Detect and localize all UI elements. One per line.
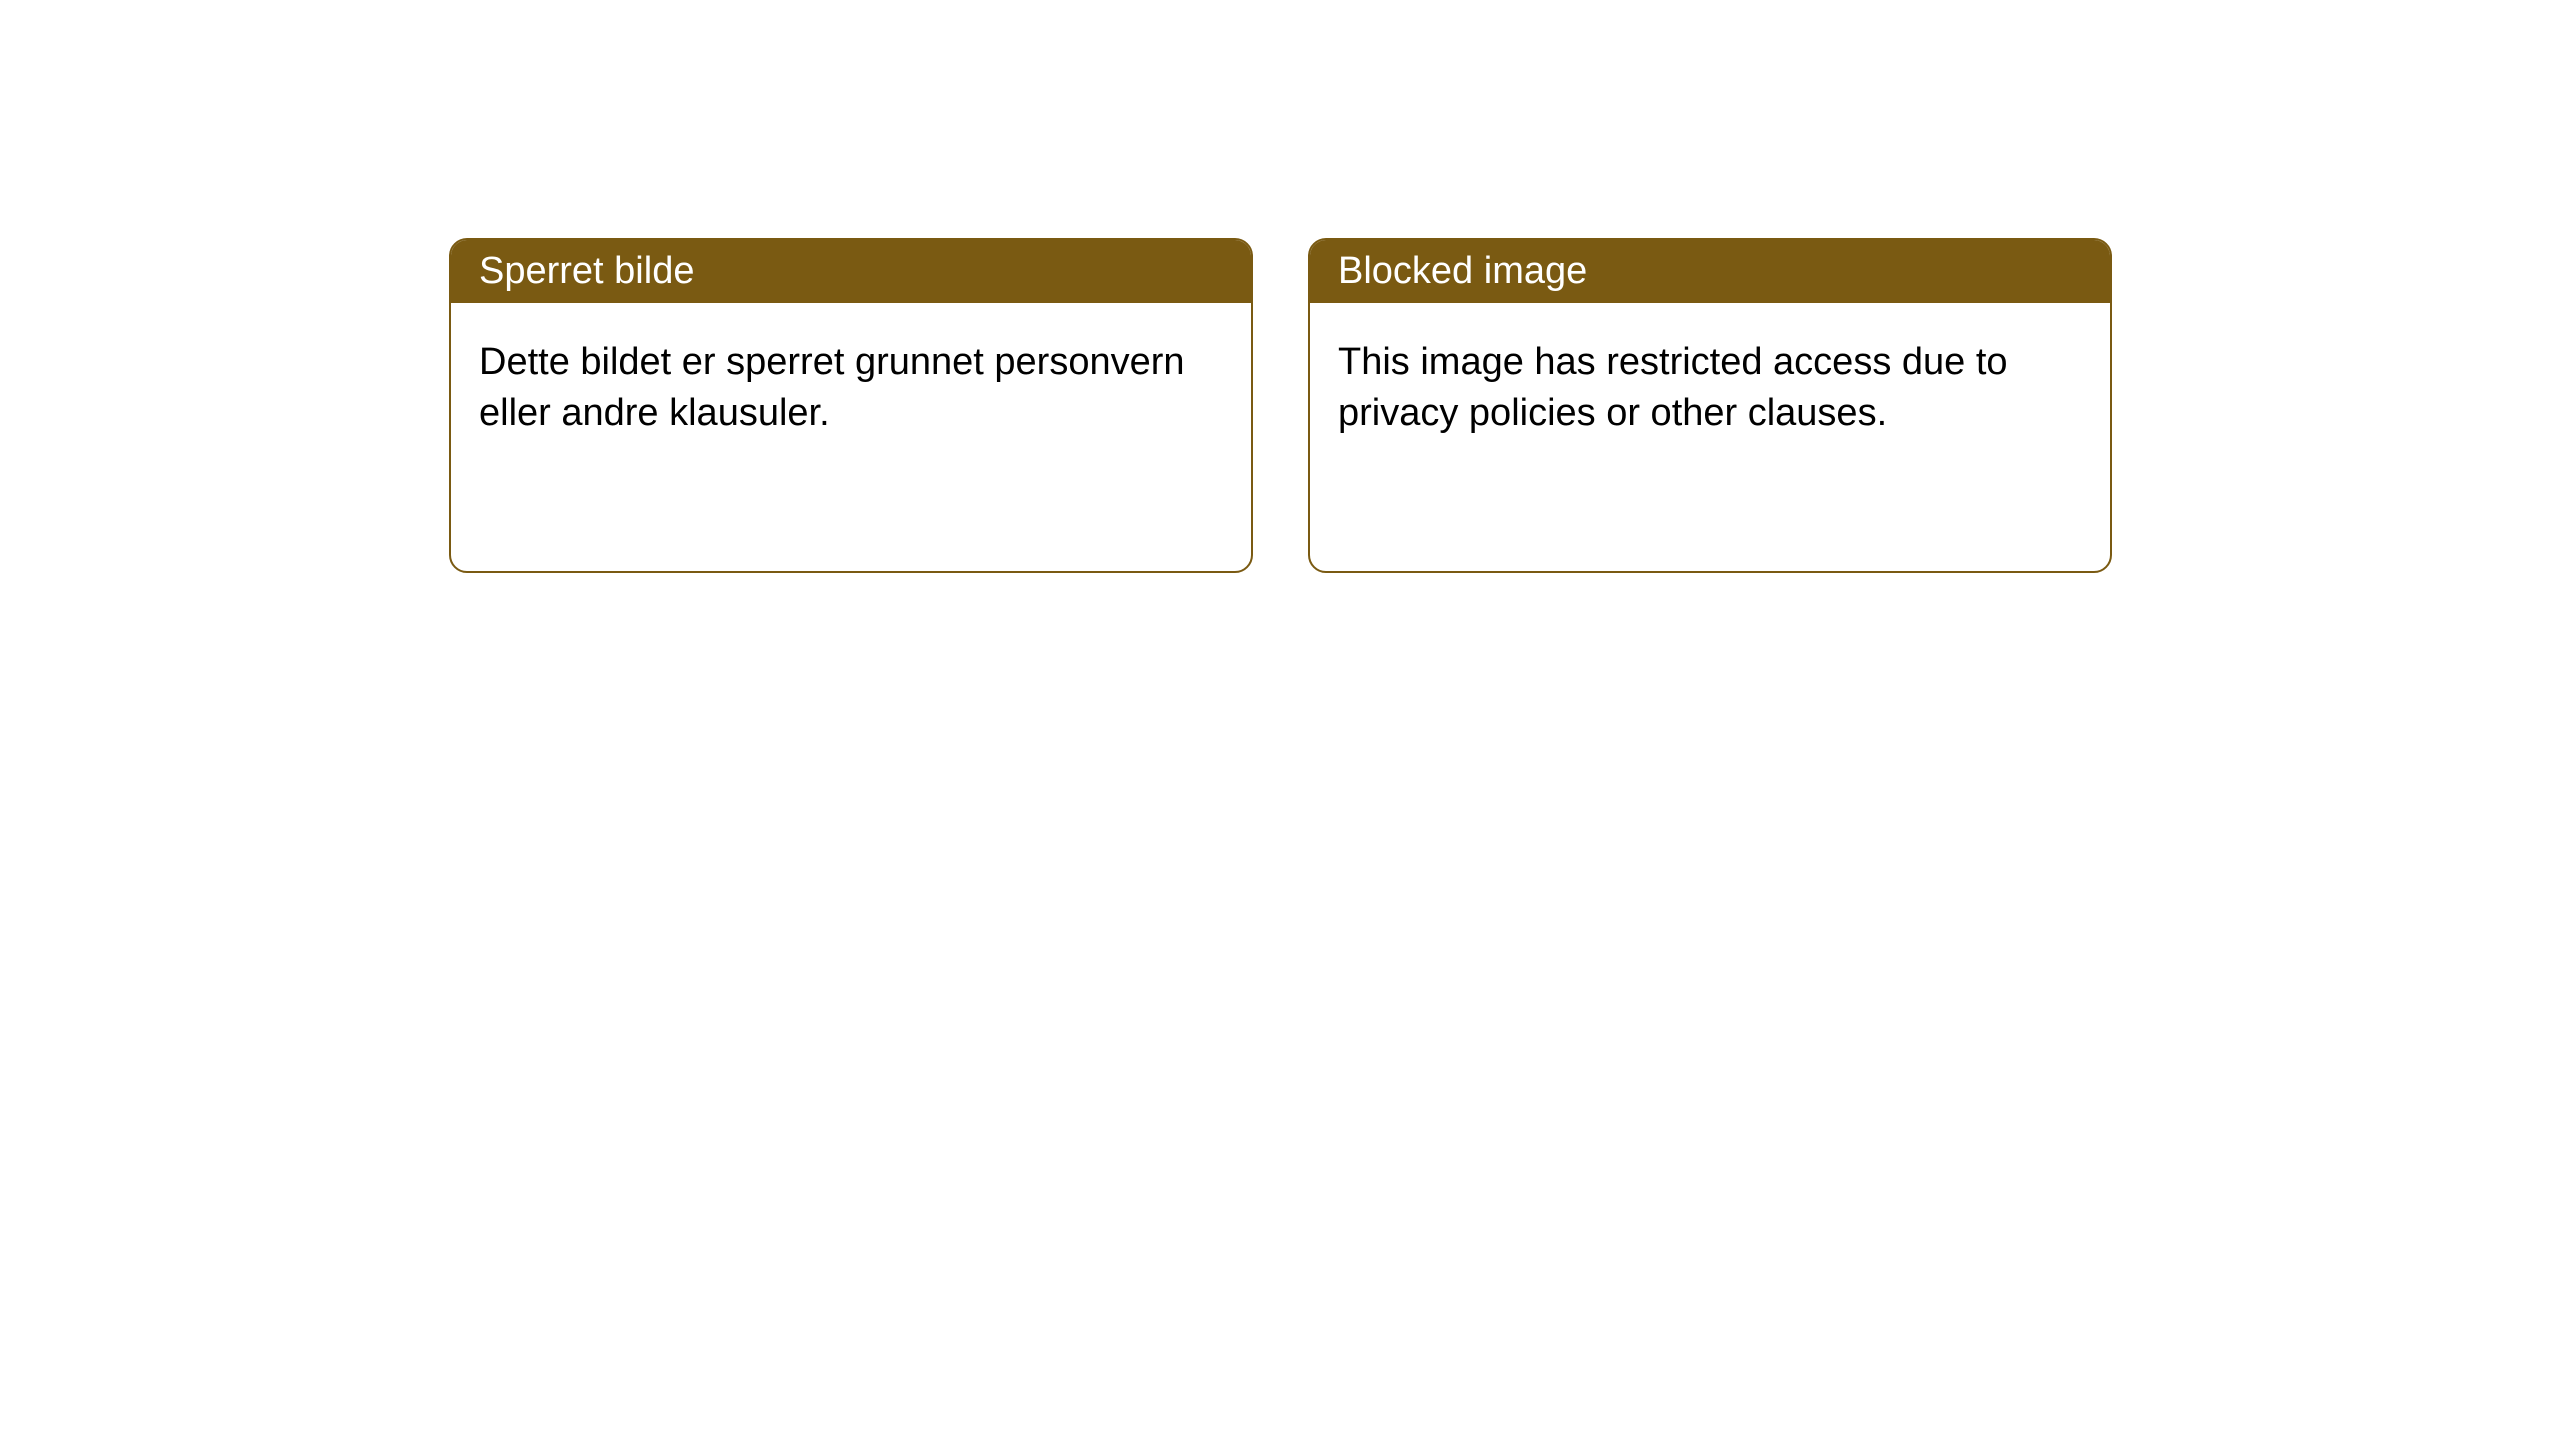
notice-container: Sperret bilde Dette bildet er sperret gr… xyxy=(0,0,2560,573)
notice-box-left: Sperret bilde Dette bildet er sperret gr… xyxy=(449,238,1253,573)
notice-box-right: Blocked image This image has restricted … xyxy=(1308,238,2112,573)
notice-title-right: Blocked image xyxy=(1338,250,1587,292)
notice-text-right: This image has restricted access due to … xyxy=(1338,341,2008,434)
notice-text-left: Dette bildet er sperret grunnet personve… xyxy=(479,341,1185,434)
notice-header-left: Sperret bilde xyxy=(451,240,1251,303)
notice-header-right: Blocked image xyxy=(1310,240,2110,303)
notice-body-right: This image has restricted access due to … xyxy=(1310,303,2110,474)
notice-title-left: Sperret bilde xyxy=(479,250,694,292)
notice-body-left: Dette bildet er sperret grunnet personve… xyxy=(451,303,1251,474)
